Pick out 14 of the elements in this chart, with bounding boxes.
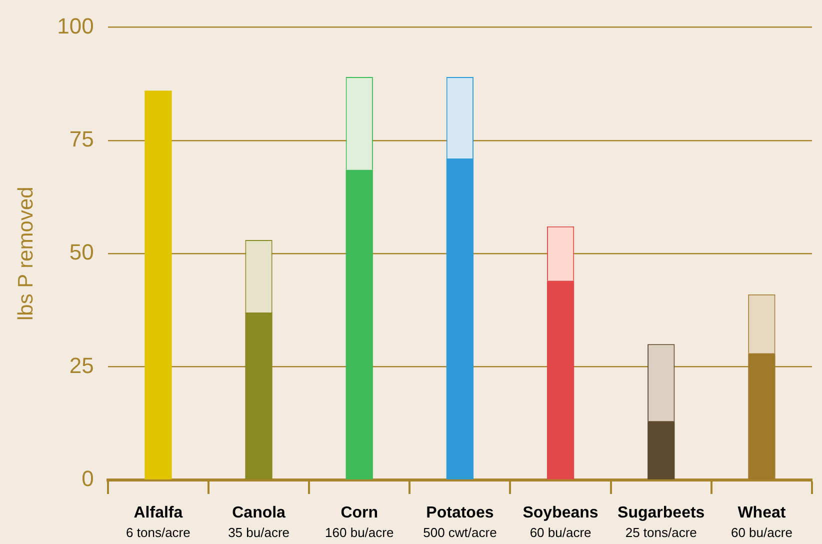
y-tick-label: 0 (82, 466, 94, 492)
y-tick-label: 75 (69, 126, 94, 152)
x-tick-label: Corn 160 bu/acre (325, 504, 394, 540)
y-tick-label: 50 (69, 240, 94, 265)
x-tick-label: Soybeans 60 bu/acre (522, 504, 598, 540)
x-tick-label: Canola 35 bu/acre (228, 504, 290, 540)
y-tick-label: 25 (69, 352, 94, 378)
y-tick-label: 100 (57, 13, 94, 38)
x-tick-label: Sugarbeets 25 tons/acre (618, 504, 705, 540)
bar (144, 90, 172, 480)
x-tick-label: Alfalfa 6 tons/acre (126, 504, 190, 540)
x-tick-label: Wheat 60 bu/acre (730, 504, 792, 540)
y-axis-title: lbs P removed (14, 186, 38, 321)
x-tick-label: Potatoes 500 cwt/acre (423, 504, 497, 540)
